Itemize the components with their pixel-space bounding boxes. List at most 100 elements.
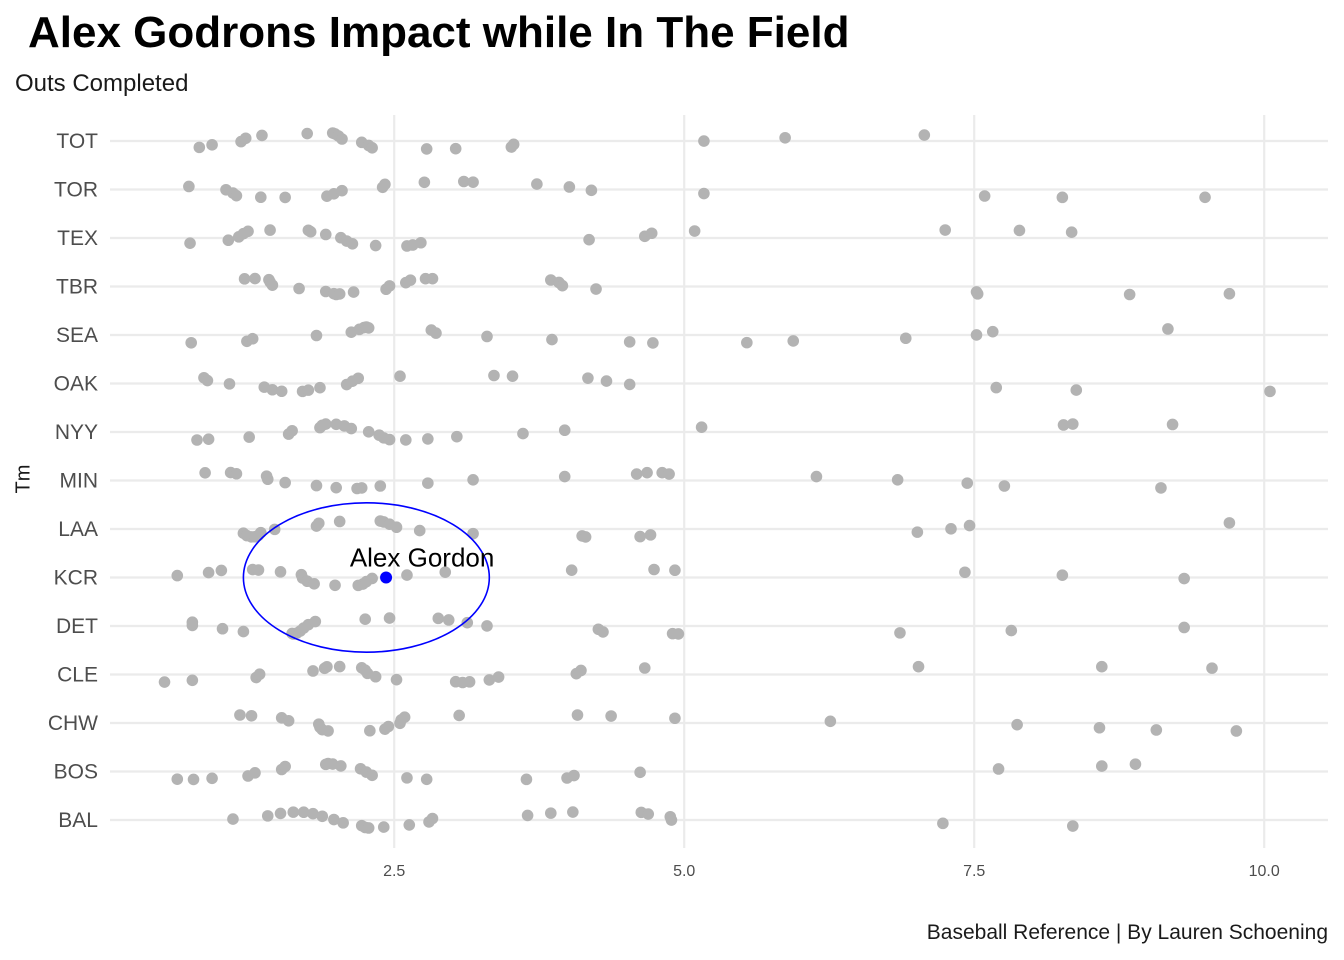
data-point [810,470,823,483]
data-point [261,810,274,822]
data-point [453,709,465,722]
y-tick-label: BAL [58,809,98,832]
data-point [383,433,396,446]
data-point [507,138,520,151]
data-point [520,773,533,786]
data-point [369,239,382,252]
data-point [398,711,411,723]
data-point [483,674,496,686]
data-point [579,531,592,543]
data-point [304,226,317,238]
data-point [558,470,571,483]
data-point [971,288,984,300]
data-point [286,424,298,437]
data-point [261,473,274,486]
data-point [202,433,215,445]
data-point [741,336,753,349]
data-point [1067,820,1079,832]
data-point [567,806,579,818]
data-point [366,769,378,782]
x-tick-label: 5.0 [673,863,695,880]
data-point [279,476,291,489]
data-point [308,578,320,590]
data-point [366,572,378,585]
data-point [623,378,636,391]
data-point [243,431,255,443]
chart-subtitle: Outs Completed [15,70,189,97]
data-point [206,772,218,785]
data-point [238,273,251,285]
data-point [185,336,197,349]
data-point [698,135,710,147]
data-point [279,760,291,773]
x-tick-label: 2.5 [383,863,405,880]
data-point [1166,418,1179,431]
data-point [565,564,578,576]
y-tick-label: TBR [56,276,98,299]
data-point [264,224,276,236]
data-point [223,378,236,390]
data-point [309,615,322,628]
x-tick-label: 7.5 [963,863,985,880]
data-point [1123,288,1136,301]
data-point [432,612,445,625]
data-point [1005,624,1018,637]
data-point [899,332,912,345]
data-point [310,479,323,492]
data-point [183,180,195,193]
data-point [266,383,279,396]
data-point [234,709,246,721]
y-tick-label: BOS [54,761,98,784]
data-point [345,422,358,435]
data-point [287,806,300,818]
chart-title: Alex Godrons Impact while In The Field [28,8,850,57]
data-point [336,184,348,197]
y-tick-label: SEA [56,324,98,347]
data-point [521,809,534,822]
data-point [230,189,243,202]
y-tick-label: OAK [54,373,98,396]
data-point [400,434,412,446]
data-point [688,225,701,237]
data-point [362,322,375,334]
data-point [158,676,171,688]
data-point [1093,721,1106,734]
data-point [359,613,372,625]
y-tick-label: TOR [54,179,98,202]
y-tick-label: CLE [57,664,98,687]
highlight-point [380,571,393,584]
data-point [333,288,346,300]
annotation-layer: Alex Gordon [242,502,494,653]
data-point [918,129,931,141]
data-point [336,133,348,145]
data-point [1155,482,1167,494]
data-point [333,660,346,673]
data-point [245,709,258,722]
data-point [1223,517,1236,529]
data-point [634,766,646,779]
data-point [206,139,218,151]
data-point [319,228,332,241]
data-point [998,480,1011,492]
data-point [390,673,403,686]
data-point [939,224,951,236]
data-point [605,710,617,722]
data-point [481,330,493,343]
data-point [337,817,349,829]
data-point [420,773,433,786]
data-point [492,671,505,683]
data-point [401,772,413,784]
data-point [310,329,323,342]
data-point [404,274,417,286]
data-point [779,131,791,144]
data-point [222,234,235,247]
data-point [171,569,184,582]
data-point [313,517,325,530]
grid-lines [110,115,1328,848]
data-point [1230,725,1243,737]
data-point [556,279,569,292]
data-point [369,670,382,683]
data-point [390,521,403,534]
data-point [590,283,602,295]
